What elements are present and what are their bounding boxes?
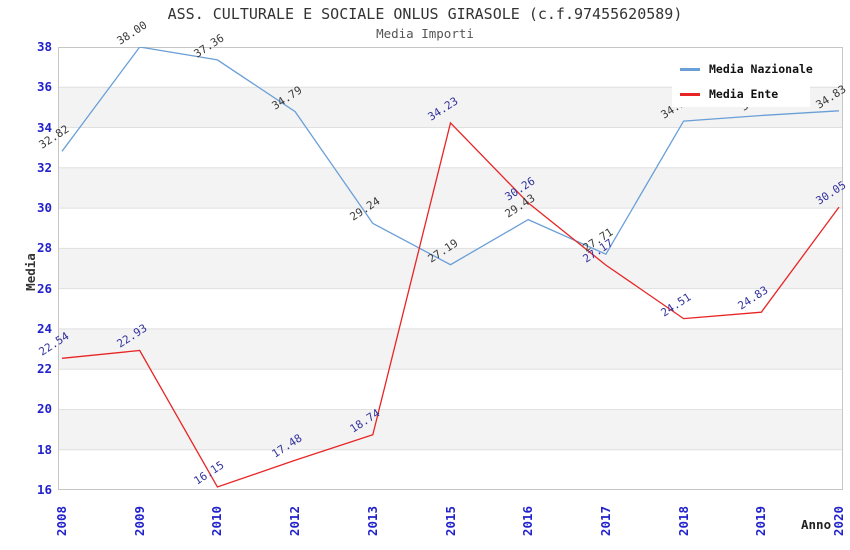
grid-band [58,167,843,209]
series-line-media-ente [61,121,840,488]
x-tick-label: 2015 [442,505,458,537]
x-tick-label: 2016 [520,505,536,537]
x-tick-label: 2012 [287,505,303,537]
y-tick-label: 26 [36,280,52,296]
y-tick-label: 34 [36,119,52,135]
series-line-media-nazionale [61,47,840,266]
x-tick-label: 2009 [131,505,147,537]
legend-swatch-nazionale-icon [680,67,700,71]
x-tick-label: 2020 [831,505,846,537]
legend: Media Nazionale Media Ente [672,55,813,107]
plot-border [58,47,843,490]
y-tick-label: 22 [36,361,52,377]
legend-label: Media Ente [709,87,779,101]
x-tick-label: 2018 [675,505,691,537]
y-tick-label: 18 [36,441,52,457]
plot-area: 32.82 38.00 37.36 34.79 29.24 27.19 29.43 27.71… [37,19,848,490]
legend-item-media-ente: Media Ente [680,83,810,105]
chart-subtitle: Media Importi [376,26,474,41]
x-tick-label: 2008 [54,505,69,537]
x-axis-title: Anno [801,517,832,532]
y-tick-label: 32 [36,159,52,175]
legend-item-media-nazionale: Media Nazionale [680,58,813,80]
y-tick-label: 38 [36,39,52,54]
grid-band [58,328,843,370]
plot-canvas [58,47,843,490]
y-tick-label: 16 [36,482,52,497]
y-tick-label: 28 [36,240,52,256]
x-tick-label: 2019 [753,505,769,537]
y-tick-label: 30 [36,200,52,216]
y-tick-label: 24 [36,320,52,336]
x-tick-label: 2017 [597,505,613,537]
legend-label: Media Nazionale [709,62,813,76]
x-tick-label: 2013 [364,505,380,537]
y-tick-label: 20 [36,401,52,417]
y-tick-label: 36 [36,79,52,95]
x-tick-label: 2010 [209,505,225,537]
grid-band [58,409,843,450]
chart-title: ASS. CULTURALE E SOCIALE ONLUS GIRASOLE … [167,5,683,23]
legend-swatch-ente-icon [680,92,700,96]
grid-band [58,248,843,289]
